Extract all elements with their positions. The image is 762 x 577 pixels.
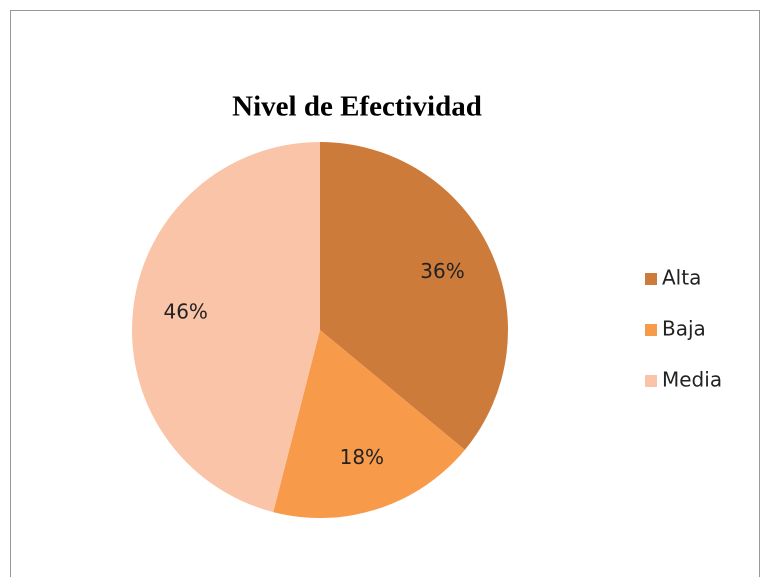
legend-swatch xyxy=(645,273,657,285)
pie-slice xyxy=(320,142,508,450)
legend-label: Media xyxy=(662,368,722,392)
pie-slice xyxy=(132,142,320,513)
legend-label: Baja xyxy=(662,317,706,341)
legend-swatch xyxy=(645,375,657,387)
legend-label: Alta xyxy=(662,266,701,290)
data-label: 36% xyxy=(420,259,464,283)
data-label: 46% xyxy=(163,300,207,324)
frame xyxy=(10,10,760,577)
pie-slice xyxy=(273,330,465,518)
legend-swatch xyxy=(645,324,657,336)
chart-title: Nivel de Efectividad xyxy=(232,91,482,123)
data-label: 18% xyxy=(340,445,384,469)
